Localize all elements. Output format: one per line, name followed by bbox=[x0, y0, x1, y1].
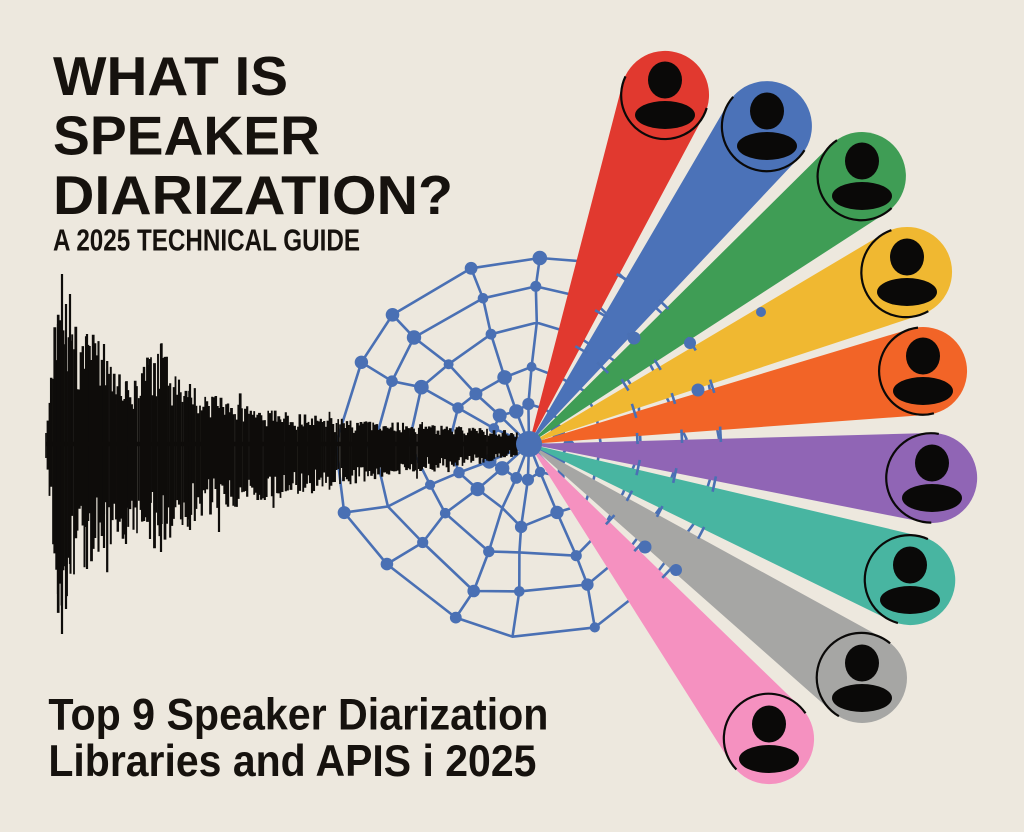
svg-text:A 2025 TECHNICAL GUIDE: A 2025 TECHNICAL GUIDE bbox=[53, 223, 360, 258]
svg-text:WHAT IS: WHAT IS bbox=[53, 46, 288, 107]
svg-text:Libraries and APIS i 2025: Libraries and APIS i 2025 bbox=[48, 737, 536, 786]
svg-text:SPEAKER: SPEAKER bbox=[53, 106, 320, 167]
svg-text:Top 9 Speaker Diarization: Top 9 Speaker Diarization bbox=[48, 690, 548, 739]
svg-text:DIARIZATION?: DIARIZATION? bbox=[53, 165, 453, 226]
